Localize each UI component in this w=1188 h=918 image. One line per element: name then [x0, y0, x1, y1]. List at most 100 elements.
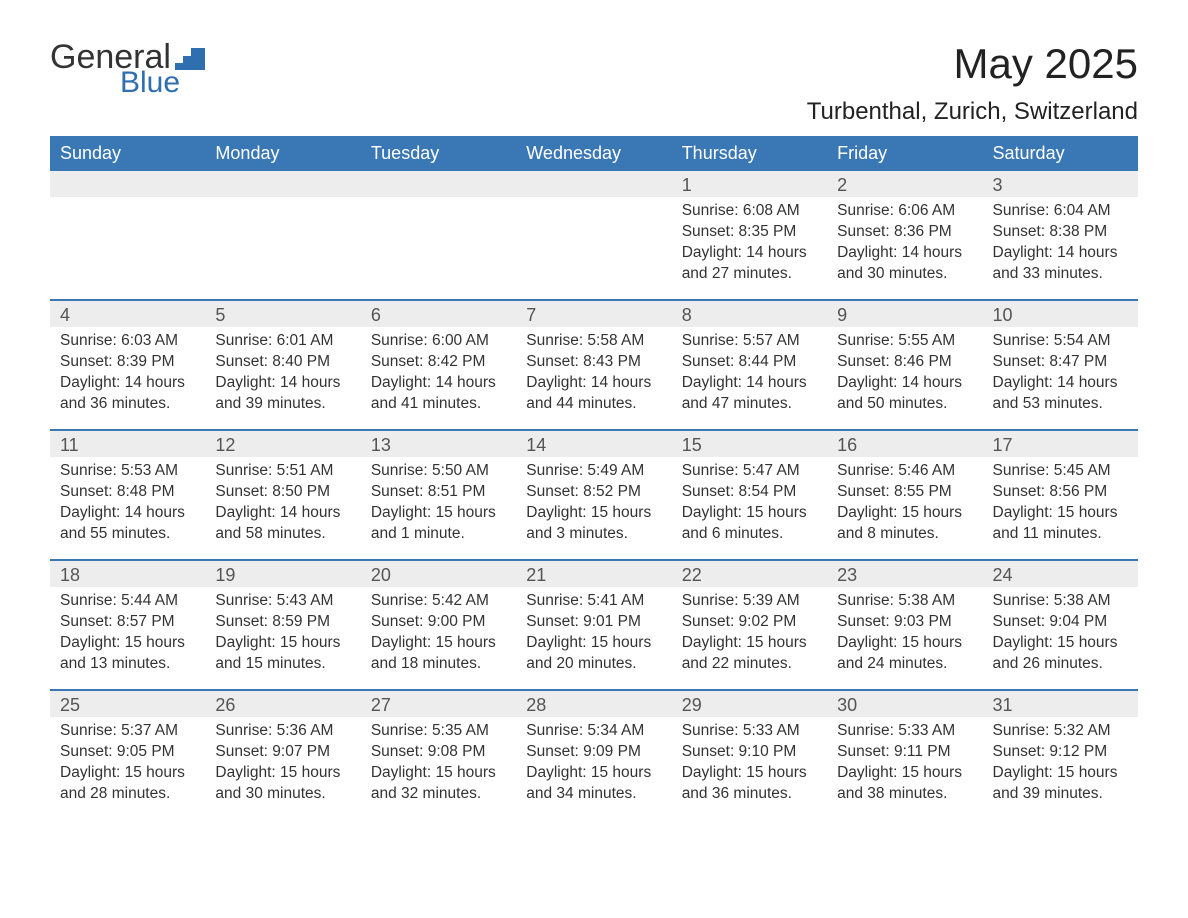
sunrise-text: Sunrise: 5:43 AM: [215, 591, 350, 612]
sunrise-text: Sunrise: 5:33 AM: [837, 721, 972, 742]
day-content: Sunrise: 5:43 AMSunset: 8:59 PMDaylight:…: [205, 587, 360, 683]
day-content: Sunrise: 6:08 AMSunset: 8:35 PMDaylight:…: [672, 197, 827, 293]
day-content: Sunrise: 5:33 AMSunset: 9:10 PMDaylight:…: [672, 717, 827, 813]
day-number: 2: [827, 171, 982, 197]
day-content: Sunrise: 5:44 AMSunset: 8:57 PMDaylight:…: [50, 587, 205, 683]
daylight-text: Daylight: 14 hours and 44 minutes.: [526, 373, 661, 415]
day-cell: 30Sunrise: 5:33 AMSunset: 9:11 PMDayligh…: [827, 691, 982, 819]
title-block: May 2025 Turbenthal, Zurich, Switzerland: [807, 40, 1138, 126]
sunrise-text: Sunrise: 5:45 AM: [993, 461, 1128, 482]
day-content: Sunrise: 5:55 AMSunset: 8:46 PMDaylight:…: [827, 327, 982, 423]
day-number: 9: [827, 301, 982, 327]
day-number: 8: [672, 301, 827, 327]
day-number: 31: [983, 691, 1138, 717]
day-cell: 2Sunrise: 6:06 AMSunset: 8:36 PMDaylight…: [827, 171, 982, 299]
day-number: 5: [205, 301, 360, 327]
sunset-text: Sunset: 8:55 PM: [837, 482, 972, 503]
calendar-week: 11Sunrise: 5:53 AMSunset: 8:48 PMDayligh…: [50, 429, 1138, 559]
day-cell: 4Sunrise: 6:03 AMSunset: 8:39 PMDaylight…: [50, 301, 205, 429]
daylight-text: Daylight: 15 hours and 28 minutes.: [60, 763, 195, 805]
day-content: [361, 197, 516, 209]
day-content: Sunrise: 5:47 AMSunset: 8:54 PMDaylight:…: [672, 457, 827, 553]
daylight-text: Daylight: 15 hours and 11 minutes.: [993, 503, 1128, 545]
day-cell: 22Sunrise: 5:39 AMSunset: 9:02 PMDayligh…: [672, 561, 827, 689]
sunrise-text: Sunrise: 6:03 AM: [60, 331, 195, 352]
sunrise-text: Sunrise: 5:33 AM: [682, 721, 817, 742]
calendar: Sunday Monday Tuesday Wednesday Thursday…: [50, 136, 1138, 819]
day-cell: 15Sunrise: 5:47 AMSunset: 8:54 PMDayligh…: [672, 431, 827, 559]
logo: General Blue: [50, 40, 205, 98]
daylight-text: Daylight: 15 hours and 13 minutes.: [60, 633, 195, 675]
day-cell: 27Sunrise: 5:35 AMSunset: 9:08 PMDayligh…: [361, 691, 516, 819]
daylight-text: Daylight: 14 hours and 50 minutes.: [837, 373, 972, 415]
day-number: 7: [516, 301, 671, 327]
sunrise-text: Sunrise: 5:36 AM: [215, 721, 350, 742]
day-cell: 7Sunrise: 5:58 AMSunset: 8:43 PMDaylight…: [516, 301, 671, 429]
day-content: Sunrise: 6:04 AMSunset: 8:38 PMDaylight:…: [983, 197, 1138, 293]
day-cell: 24Sunrise: 5:38 AMSunset: 9:04 PMDayligh…: [983, 561, 1138, 689]
day-content: Sunrise: 5:46 AMSunset: 8:55 PMDaylight:…: [827, 457, 982, 553]
sunrise-text: Sunrise: 5:57 AM: [682, 331, 817, 352]
day-cell: 25Sunrise: 5:37 AMSunset: 9:05 PMDayligh…: [50, 691, 205, 819]
sunrise-text: Sunrise: 5:41 AM: [526, 591, 661, 612]
calendar-header-row: Sunday Monday Tuesday Wednesday Thursday…: [50, 136, 1138, 171]
sunset-text: Sunset: 9:12 PM: [993, 742, 1128, 763]
day-number: [205, 171, 360, 197]
day-content: Sunrise: 5:51 AMSunset: 8:50 PMDaylight:…: [205, 457, 360, 553]
sunset-text: Sunset: 8:57 PM: [60, 612, 195, 633]
day-number: 17: [983, 431, 1138, 457]
day-content: Sunrise: 5:41 AMSunset: 9:01 PMDaylight:…: [516, 587, 671, 683]
location-text: Turbenthal, Zurich, Switzerland: [807, 98, 1138, 126]
day-number: 10: [983, 301, 1138, 327]
sunrise-text: Sunrise: 5:38 AM: [837, 591, 972, 612]
day-number: 16: [827, 431, 982, 457]
day-number: 19: [205, 561, 360, 587]
day-number: 25: [50, 691, 205, 717]
day-cell: 11Sunrise: 5:53 AMSunset: 8:48 PMDayligh…: [50, 431, 205, 559]
day-content: Sunrise: 5:38 AMSunset: 9:04 PMDaylight:…: [983, 587, 1138, 683]
sunrise-text: Sunrise: 5:38 AM: [993, 591, 1128, 612]
day-content: Sunrise: 5:32 AMSunset: 9:12 PMDaylight:…: [983, 717, 1138, 813]
day-content: Sunrise: 5:45 AMSunset: 8:56 PMDaylight:…: [983, 457, 1138, 553]
day-cell: 31Sunrise: 5:32 AMSunset: 9:12 PMDayligh…: [983, 691, 1138, 819]
header-tuesday: Tuesday: [361, 136, 516, 171]
header-monday: Monday: [205, 136, 360, 171]
header-wednesday: Wednesday: [516, 136, 671, 171]
day-number: 21: [516, 561, 671, 587]
day-content: [50, 197, 205, 209]
daylight-text: Daylight: 15 hours and 8 minutes.: [837, 503, 972, 545]
day-number: 18: [50, 561, 205, 587]
day-content: Sunrise: 5:49 AMSunset: 8:52 PMDaylight:…: [516, 457, 671, 553]
day-number: [50, 171, 205, 197]
daylight-text: Daylight: 15 hours and 32 minutes.: [371, 763, 506, 805]
sunrise-text: Sunrise: 5:58 AM: [526, 331, 661, 352]
day-content: Sunrise: 5:38 AMSunset: 9:03 PMDaylight:…: [827, 587, 982, 683]
day-content: Sunrise: 5:58 AMSunset: 8:43 PMDaylight:…: [516, 327, 671, 423]
sunrise-text: Sunrise: 5:39 AM: [682, 591, 817, 612]
day-number: 12: [205, 431, 360, 457]
header-sunday: Sunday: [50, 136, 205, 171]
sunrise-text: Sunrise: 5:34 AM: [526, 721, 661, 742]
daylight-text: Daylight: 14 hours and 36 minutes.: [60, 373, 195, 415]
sunrise-text: Sunrise: 5:51 AM: [215, 461, 350, 482]
sunset-text: Sunset: 8:46 PM: [837, 352, 972, 373]
day-cell: 14Sunrise: 5:49 AMSunset: 8:52 PMDayligh…: [516, 431, 671, 559]
sunset-text: Sunset: 9:00 PM: [371, 612, 506, 633]
day-cell: [361, 171, 516, 299]
daylight-text: Daylight: 14 hours and 58 minutes.: [215, 503, 350, 545]
daylight-text: Daylight: 15 hours and 22 minutes.: [682, 633, 817, 675]
sunrise-text: Sunrise: 5:50 AM: [371, 461, 506, 482]
day-content: Sunrise: 5:54 AMSunset: 8:47 PMDaylight:…: [983, 327, 1138, 423]
sunset-text: Sunset: 9:03 PM: [837, 612, 972, 633]
day-number: 30: [827, 691, 982, 717]
sunrise-text: Sunrise: 6:04 AM: [993, 201, 1128, 222]
day-number: 29: [672, 691, 827, 717]
day-number: 28: [516, 691, 671, 717]
day-cell: 28Sunrise: 5:34 AMSunset: 9:09 PMDayligh…: [516, 691, 671, 819]
sunset-text: Sunset: 9:11 PM: [837, 742, 972, 763]
day-cell: 8Sunrise: 5:57 AMSunset: 8:44 PMDaylight…: [672, 301, 827, 429]
day-cell: 5Sunrise: 6:01 AMSunset: 8:40 PMDaylight…: [205, 301, 360, 429]
day-number: 22: [672, 561, 827, 587]
day-cell: 10Sunrise: 5:54 AMSunset: 8:47 PMDayligh…: [983, 301, 1138, 429]
day-cell: 23Sunrise: 5:38 AMSunset: 9:03 PMDayligh…: [827, 561, 982, 689]
